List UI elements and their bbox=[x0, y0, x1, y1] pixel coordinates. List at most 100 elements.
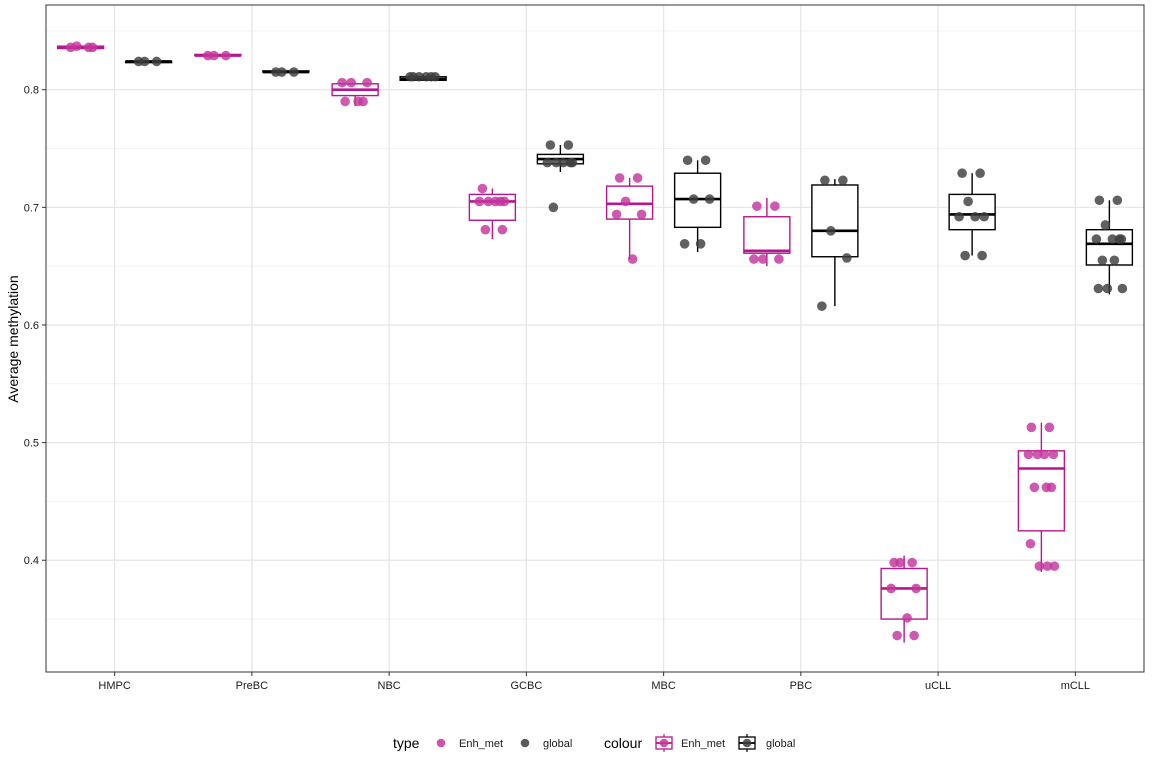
data-point-global-uCLL bbox=[954, 211, 964, 222]
y-tick-label: 0.7 bbox=[24, 202, 39, 214]
data-point-global-mCLL bbox=[1097, 255, 1108, 266]
data-point-Enh_met-uCLL bbox=[907, 557, 917, 568]
data-point-Enh_met-mCLL bbox=[1029, 482, 1040, 493]
y-tick-label: 0.4 bbox=[24, 555, 39, 567]
x-tick-label: HMPC bbox=[98, 680, 130, 692]
data-point-global-PBC bbox=[826, 226, 836, 236]
y-tick-label: 0.5 bbox=[24, 438, 39, 450]
data-point-global-uCLL bbox=[975, 168, 985, 179]
data-point-Enh_met-PBC bbox=[774, 254, 784, 264]
data-point-global-PreBC bbox=[289, 67, 299, 77]
data-point-global-uCLL bbox=[970, 211, 980, 222]
x-tick-label: PBC bbox=[790, 680, 813, 692]
data-point-Enh_met-NBC bbox=[362, 77, 372, 88]
legend-key-point bbox=[742, 738, 752, 748]
data-point-Enh_met-GCBC bbox=[483, 196, 494, 207]
y-tick-label: 0.6 bbox=[24, 320, 39, 332]
x-tick-label: mCLL bbox=[1061, 680, 1090, 692]
data-point-global-GCBC bbox=[545, 140, 556, 150]
data-point-global-MBC bbox=[704, 194, 715, 204]
data-point-global-PBC bbox=[817, 301, 827, 311]
data-point-global-NBC bbox=[430, 71, 440, 82]
data-point-Enh_met-uCLL bbox=[909, 630, 919, 641]
data-point-Enh_met-MBC bbox=[636, 209, 647, 220]
data-point-Enh_met-mCLL bbox=[1042, 561, 1053, 571]
x-tick-label: GCBC bbox=[510, 680, 542, 692]
data-point-global-uCLL bbox=[957, 168, 967, 179]
legend-title-type: type bbox=[393, 735, 420, 751]
data-point-Enh_met-uCLL bbox=[911, 583, 921, 594]
legend-label-type-global: global bbox=[543, 738, 572, 750]
data-point-Enh_met-NBC bbox=[337, 77, 347, 88]
data-point-Enh_met-HMPC bbox=[71, 41, 82, 51]
data-point-global-PBC bbox=[842, 253, 852, 263]
data-point-Enh_met-PBC bbox=[758, 254, 768, 264]
data-point-global-MBC bbox=[688, 194, 699, 204]
data-point-Enh_met-GCBC bbox=[480, 224, 491, 235]
data-point-global-NBC bbox=[414, 71, 424, 82]
box-Enh_met-PBC bbox=[743, 197, 791, 267]
data-point-Enh_met-mCLL bbox=[1048, 449, 1059, 460]
box-iqr bbox=[1085, 228, 1134, 266]
data-point-Enh_met-mCLL bbox=[1049, 561, 1060, 571]
data-point-Enh_met-GCBC bbox=[499, 196, 510, 207]
data-point-global-GCBC bbox=[542, 157, 553, 168]
data-point-Enh_met-MBC bbox=[632, 173, 643, 183]
legend-key-type-global bbox=[520, 738, 530, 748]
data-point-Enh_met-mCLL bbox=[1039, 449, 1050, 460]
data-point-global-MBC bbox=[682, 155, 693, 166]
x-tick-label: NBC bbox=[378, 680, 401, 692]
data-point-Enh_met-mCLL bbox=[1034, 561, 1045, 571]
box-iqr bbox=[1017, 450, 1066, 532]
data-point-Enh_met-uCLL bbox=[886, 583, 896, 594]
data-point-Enh_met-NBC bbox=[353, 96, 363, 107]
legend-key-colour-global bbox=[738, 734, 756, 752]
data-point-Enh_met-mCLL bbox=[1025, 538, 1036, 549]
data-point-global-mCLL bbox=[1109, 255, 1120, 266]
data-point-global-mCLL bbox=[1107, 234, 1118, 244]
legend-title-colour: colour bbox=[604, 735, 642, 751]
data-point-global-mCLL bbox=[1114, 234, 1125, 244]
data-point-global-uCLL bbox=[960, 250, 970, 261]
box-Enh_met-uCLL bbox=[880, 555, 928, 643]
data-point-Enh_met-GCBC bbox=[497, 224, 508, 235]
data-point-global-MBC bbox=[679, 239, 690, 249]
legend-key-type-enh-met bbox=[436, 738, 446, 748]
plot-panel-border bbox=[45, 4, 1145, 673]
data-point-Enh_met-NBC bbox=[340, 96, 350, 107]
y-axis-label: Average methylation bbox=[5, 275, 21, 402]
data-point-Enh_met-PreBC bbox=[221, 50, 231, 61]
data-point-Enh_met-mCLL bbox=[1044, 422, 1055, 433]
data-point-Enh_met-MBC bbox=[614, 173, 625, 183]
data-point-global-GCBC bbox=[558, 157, 569, 168]
data-point-global-GCBC bbox=[551, 157, 562, 168]
data-point-global-mCLL bbox=[1091, 234, 1102, 244]
data-point-global-uCLL bbox=[963, 196, 973, 207]
data-point-global-PreBC bbox=[277, 67, 287, 77]
data-point-global-HMPC bbox=[139, 56, 150, 67]
data-point-Enh_met-MBC bbox=[627, 254, 638, 264]
data-point-Enh_met-mCLL bbox=[1041, 482, 1052, 493]
box-iqr bbox=[743, 216, 791, 254]
box-iqr bbox=[811, 184, 859, 258]
data-point-Enh_met-uCLL bbox=[902, 613, 912, 623]
data-point-Enh_met-PBC bbox=[749, 254, 759, 264]
y-tick-label: 0.8 bbox=[24, 85, 39, 97]
data-point-global-GCBC bbox=[565, 157, 576, 168]
data-point-global-PBC bbox=[838, 175, 848, 186]
data-point-Enh_met-GCBC bbox=[477, 183, 488, 194]
legend-label-type-enh-met: Enh_met bbox=[459, 738, 503, 750]
x-tick-label: uCLL bbox=[925, 680, 951, 692]
data-point-Enh_met-GCBC bbox=[490, 196, 501, 207]
data-point-Enh_met-NBC bbox=[346, 77, 356, 88]
legend-label-colour-Enh_met: Enh_met bbox=[681, 738, 725, 750]
data-point-global-uCLL bbox=[979, 211, 989, 222]
data-point-Enh_met-mCLL bbox=[1032, 449, 1043, 460]
data-point-global-NBC bbox=[405, 71, 415, 82]
data-point-global-mCLL bbox=[1100, 220, 1111, 230]
x-tick-label: PreBC bbox=[236, 680, 268, 692]
data-point-Enh_met-GCBC bbox=[474, 196, 485, 207]
data-point-global-mCLL bbox=[1112, 195, 1123, 206]
data-point-Enh_met-MBC bbox=[611, 209, 622, 220]
data-point-Enh_met-PBC bbox=[752, 201, 762, 211]
